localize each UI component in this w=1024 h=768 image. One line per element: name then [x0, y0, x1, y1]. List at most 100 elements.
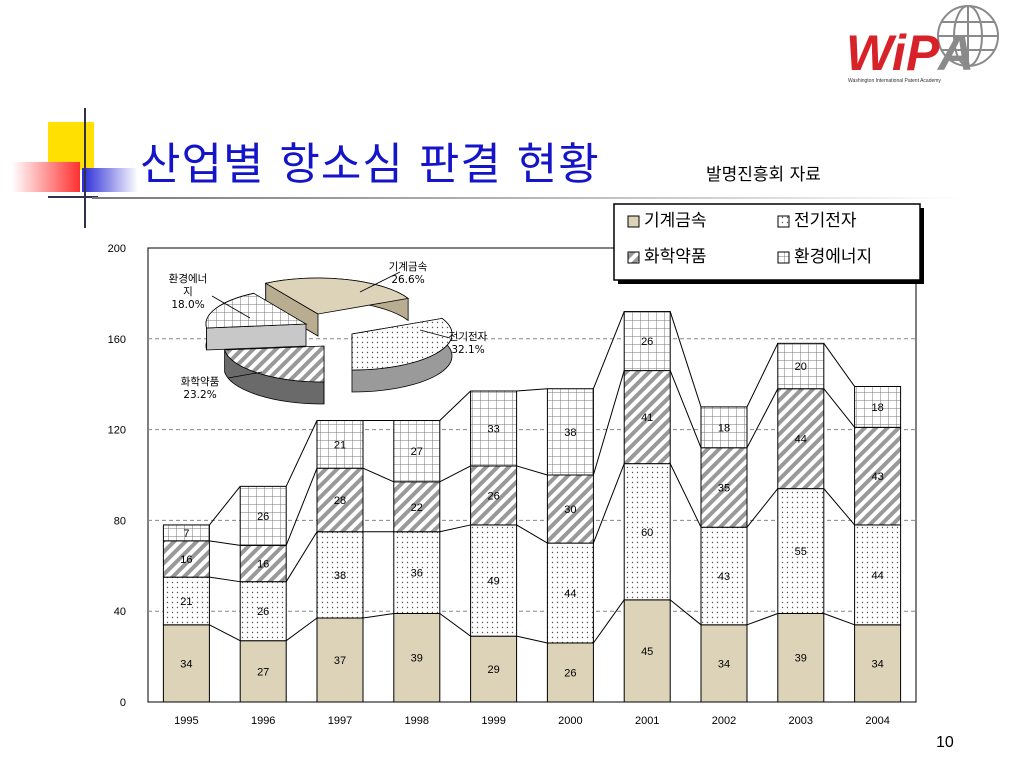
legend-label: 화학약품 [644, 247, 707, 267]
connector-line [209, 486, 241, 526]
bar-segment [546, 388, 594, 476]
bar-segment [546, 642, 594, 703]
bar-segment [623, 599, 671, 703]
data-label: 37 [334, 655, 346, 667]
bar-segment [393, 420, 441, 483]
bar-segment [854, 385, 902, 428]
legend-swatch [627, 215, 640, 228]
data-label: 21 [180, 596, 192, 608]
deco-red-bar [12, 162, 80, 192]
connector-line [285, 468, 318, 546]
connector-line [285, 420, 318, 487]
pie-slice-wall [206, 323, 307, 351]
connector-line [285, 617, 318, 642]
bar-segment [316, 617, 364, 703]
data-label: 44 [564, 588, 576, 600]
connector-line [516, 465, 548, 476]
data-label: 45 [641, 646, 653, 658]
deco-horizontal-line [48, 196, 98, 198]
data-label: 44 [795, 434, 807, 446]
bar-segment [623, 370, 671, 465]
bar-segment [393, 531, 441, 614]
data-label: 49 [487, 576, 499, 588]
svg-text:P: P [906, 25, 940, 81]
pie-label: 화학약품 [181, 376, 220, 388]
data-label: 43 [718, 571, 730, 583]
x-tick-label: 2003 [789, 715, 813, 727]
bar-segment [470, 390, 518, 467]
x-tick-label: 2000 [558, 715, 582, 727]
data-label: 26 [641, 336, 653, 348]
pie-label: 전기전자 [449, 331, 488, 343]
data-label: 60 [641, 527, 653, 539]
x-tick-label: 2004 [865, 715, 889, 727]
connector-line [285, 531, 318, 582]
pie-label: 23.2% [183, 389, 216, 401]
svg-text:A: A [936, 25, 974, 81]
data-label: 39 [795, 653, 807, 665]
y-tick-label: 0 [120, 697, 126, 709]
data-label: 33 [487, 423, 499, 435]
bar-segment [162, 576, 210, 626]
data-label: 35 [718, 482, 730, 494]
data-label: 34 [180, 658, 192, 670]
x-tick-label: 2001 [635, 715, 659, 727]
data-label: 44 [871, 570, 883, 582]
connector-line [209, 624, 241, 642]
x-tick-label: 1996 [251, 715, 275, 727]
pie-slice [351, 317, 453, 371]
bar-segment [700, 624, 748, 703]
x-tick-label: 1995 [174, 715, 198, 727]
pie-label: 18.0% [171, 299, 204, 311]
x-tick-label: 1998 [405, 715, 429, 727]
connector-line [439, 524, 471, 533]
connector-line [669, 463, 702, 528]
svg-text:W: W [846, 25, 897, 81]
deco-vertical-line [84, 108, 86, 228]
legend-swatch [777, 251, 790, 264]
x-axis: 1995 1996 1997 1998 1999 2000 2001 2002 2003 2004 [174, 715, 890, 727]
data-label: 22 [411, 502, 423, 514]
connector-line [669, 599, 702, 626]
data-label: 7 [183, 528, 189, 540]
bar-segment [393, 612, 441, 703]
bar-segment [777, 342, 825, 390]
bar-segment [162, 624, 210, 703]
connector-line [439, 613, 471, 637]
data-label: 20 [795, 361, 807, 373]
legend-label: 전기전자 [794, 211, 857, 231]
bar-segment [316, 420, 364, 469]
bar-segment [700, 406, 748, 449]
pie-leader-line [227, 371, 263, 379]
pie-label: 기계금속 [389, 261, 428, 273]
connector-line [439, 465, 471, 483]
connector-line [823, 343, 856, 387]
bar-segment [854, 624, 902, 703]
pie-label: 26.6% [391, 274, 424, 286]
bar-segment [239, 581, 287, 642]
connector-line [439, 390, 471, 421]
bar-segment [393, 481, 441, 533]
connector-line [209, 576, 241, 583]
logo-tagline: Washington International Patent Academy [848, 78, 941, 84]
data-label: 18 [871, 402, 883, 414]
bar-segment [316, 531, 364, 619]
pie-slice [205, 292, 308, 329]
x-tick-label: 1997 [328, 715, 352, 727]
bar-segment [162, 540, 210, 578]
connector-line [592, 370, 625, 476]
pie-leader-line [211, 295, 251, 319]
deco-blue-bar [82, 168, 138, 192]
connector-line [592, 311, 625, 389]
data-label: 26 [564, 667, 576, 679]
y-axis: 0 40 80 120 160 200 [108, 243, 126, 709]
data-label: 43 [871, 471, 883, 483]
data-label: 55 [795, 546, 807, 558]
connector-line [746, 613, 778, 626]
pie-label: 환경에너 [169, 272, 208, 285]
connector-line [516, 635, 548, 644]
bar-segment [777, 488, 825, 614]
